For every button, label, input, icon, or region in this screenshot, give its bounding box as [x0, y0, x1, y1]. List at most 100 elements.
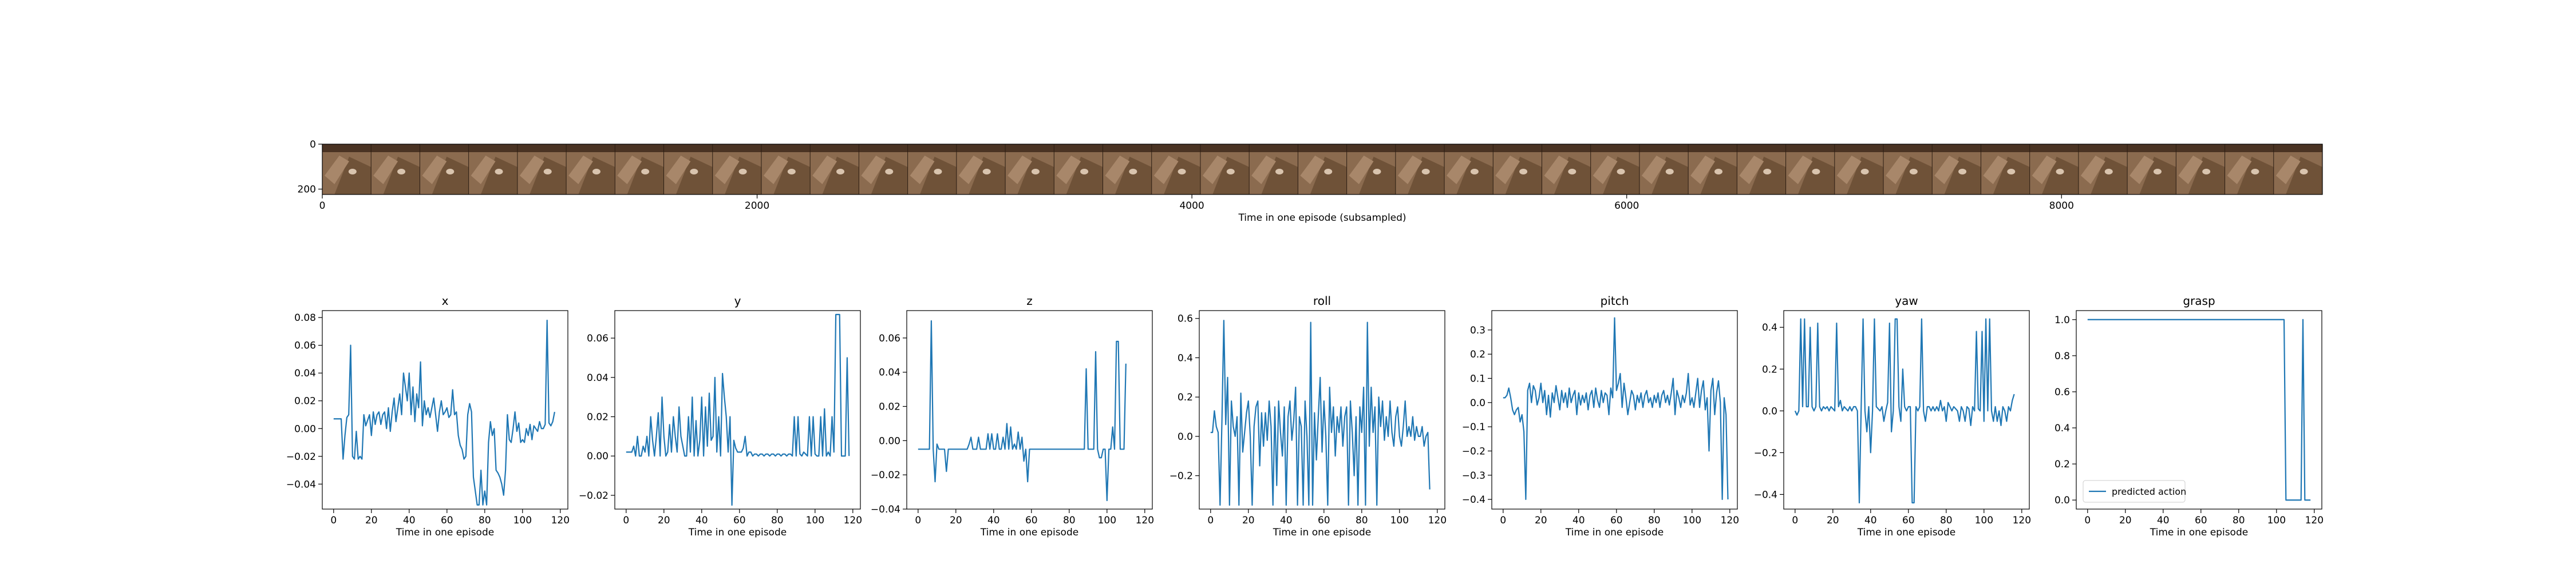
axes-frame — [322, 310, 568, 510]
episode-frame — [1151, 144, 1200, 194]
y-tick-label: 0.02 — [587, 412, 609, 423]
episode-frame — [956, 144, 1006, 194]
y-tick-label: 0.00 — [879, 435, 900, 447]
frame-arm-region — [2275, 156, 2301, 184]
frame-table-region — [1603, 157, 1639, 194]
episode-frame — [1249, 144, 1298, 194]
series-line — [626, 313, 850, 506]
x-tick-label: 40 — [1864, 515, 1877, 526]
frame-table-region — [1505, 157, 1542, 194]
frame-arm-region — [861, 156, 886, 184]
frame-object — [2300, 169, 2308, 174]
axes-frame — [614, 310, 861, 510]
x-tick-label: 40 — [696, 515, 708, 526]
frame-table-region — [334, 157, 372, 194]
frame-top-shadow — [712, 144, 761, 152]
episode-frame — [1980, 144, 2030, 194]
y-tick-label: 0.2 — [1178, 392, 1193, 403]
frame-top-shadow — [566, 144, 615, 152]
frame-top-shadow — [1444, 144, 1494, 152]
frame-arm-region — [666, 156, 691, 184]
y-tick-label: −0.3 — [1462, 470, 1485, 482]
y-tick-label: 0.06 — [294, 340, 316, 352]
x-tick-label: 120 — [1136, 515, 1154, 526]
frame-object — [2007, 169, 2016, 174]
episode-frame — [1590, 144, 1639, 194]
frame-object — [2251, 169, 2259, 174]
x-tick-label: 80 — [1648, 515, 1661, 526]
frame-arm-region — [1105, 156, 1130, 184]
y-tick-label: −0.02 — [286, 451, 316, 463]
frame-arm-region — [1690, 156, 1716, 184]
episode-frame — [2029, 144, 2079, 194]
x-tick-label: 60 — [1902, 515, 1915, 526]
frame-table-region — [1115, 157, 1152, 194]
y-tick-label: −0.04 — [286, 479, 316, 490]
y-tick-label: 0.1 — [1470, 373, 1485, 384]
episode-frame — [663, 144, 713, 194]
x-tick-label: 20 — [1827, 515, 1839, 526]
frame-arm-region — [1593, 156, 1618, 184]
x-tick-label: 0 — [330, 515, 337, 526]
frame-table-region — [1212, 157, 1250, 194]
frame-object — [1421, 169, 1430, 174]
frame-object — [1080, 169, 1089, 174]
y-tick-label: −0.02 — [579, 490, 609, 502]
x-tick-label: 6000 — [1614, 200, 1639, 212]
frame-top-shadow — [371, 144, 420, 152]
episode-frame — [419, 144, 469, 194]
x-tick-label: 0 — [1500, 515, 1506, 526]
frame-object — [1714, 169, 1722, 174]
subplot-pitch: pitch 0 20 40 60 80 100 120 −0.4 −0.3 −0.2 −0.1 0.0 0… — [1462, 294, 1739, 538]
frame-object — [641, 169, 650, 174]
x-tick-label: 0 — [319, 200, 326, 212]
x-axis-label: Time in one episode — [688, 527, 787, 538]
x-tick-label: 60 — [441, 515, 453, 526]
frame-object — [1812, 169, 1820, 174]
y-tick-label: 0.00 — [587, 451, 609, 462]
frame-arm-region — [471, 156, 496, 184]
x-tick-label: 120 — [2013, 515, 2031, 526]
frame-arm-region — [1153, 156, 1179, 184]
frame-object — [1860, 169, 1869, 174]
frame-top-shadow — [2225, 144, 2274, 152]
frame-object — [592, 169, 600, 174]
x-tick-label: 40 — [1280, 515, 1293, 526]
frame-table-region — [919, 157, 957, 194]
y-tick-label: 0.6 — [2055, 387, 2070, 398]
frame-arm-region — [1349, 156, 1374, 184]
episode-frame — [2078, 144, 2128, 194]
episode-frame — [1541, 144, 1591, 194]
frame-arm-region — [1544, 156, 1569, 184]
episode-frame — [1395, 144, 1445, 194]
series-line — [2087, 319, 2311, 501]
series-line — [918, 320, 1127, 502]
frame-arm-region — [422, 156, 447, 184]
series-line — [1503, 317, 1729, 500]
x-tick-label: 100 — [806, 515, 824, 526]
frame-top-shadow — [2078, 144, 2128, 152]
frame-arm-region — [910, 156, 935, 184]
frame-object — [495, 169, 503, 174]
frame-top-shadow — [1542, 144, 1591, 152]
frame-table-region — [383, 157, 420, 194]
episode-frame — [2273, 144, 2322, 194]
x-tick-label: 120 — [844, 515, 862, 526]
frame-top-shadow — [1493, 144, 1542, 152]
y-tick-label: 1.0 — [2055, 315, 2070, 326]
x-tick-label: 8000 — [2049, 200, 2074, 212]
frame-top-shadow — [615, 144, 664, 152]
episode-frame — [1297, 144, 1347, 194]
frame-arm-region — [1251, 156, 1277, 184]
frame-object — [348, 169, 357, 174]
frame-top-shadow — [322, 144, 372, 152]
x-tick-label: 120 — [1721, 515, 1739, 526]
axes-frame — [2076, 310, 2322, 510]
frame-top-shadow — [663, 144, 713, 152]
frame-arm-region — [1641, 156, 1666, 184]
y-tick-label: 0.8 — [2055, 351, 2070, 362]
x-tick-label: 100 — [1683, 515, 1701, 526]
frame-object — [1275, 169, 1284, 174]
series-line — [333, 319, 555, 506]
